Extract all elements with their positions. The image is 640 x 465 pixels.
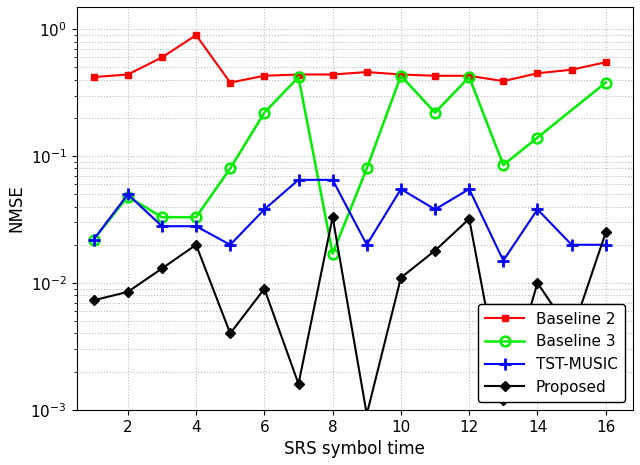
Baseline 2: [227, 80, 234, 86]
TST-MUSIC: [534, 206, 541, 212]
Baseline 2: [90, 74, 97, 80]
Proposed: [534, 280, 541, 286]
TST-MUSIC: [329, 177, 337, 183]
TST-MUSIC: [294, 177, 302, 183]
Baseline 2: [499, 79, 507, 84]
Baseline 2: [534, 71, 541, 76]
Y-axis label: NMSE: NMSE: [7, 185, 25, 232]
Line: Baseline 3: Baseline 3: [89, 71, 611, 259]
Baseline 2: [294, 72, 302, 77]
Line: TST-MUSIC: TST-MUSIC: [88, 173, 612, 267]
Baseline 3: [465, 74, 473, 80]
Baseline 3: [294, 74, 302, 80]
TST-MUSIC: [568, 242, 575, 247]
Proposed: [192, 242, 200, 247]
Proposed: [90, 298, 97, 303]
Proposed: [158, 266, 166, 271]
TST-MUSIC: [363, 242, 371, 247]
Baseline 3: [602, 80, 609, 86]
Baseline 2: [568, 67, 575, 73]
Legend: Baseline 2, Baseline 3, TST-MUSIC, Proposed: Baseline 2, Baseline 3, TST-MUSIC, Propo…: [478, 304, 625, 402]
Proposed: [431, 248, 439, 253]
Baseline 3: [431, 110, 439, 115]
Baseline 2: [158, 54, 166, 60]
Baseline 2: [397, 72, 404, 77]
TST-MUSIC: [465, 186, 473, 192]
Baseline 2: [431, 73, 439, 79]
TST-MUSIC: [397, 186, 404, 192]
Baseline 2: [192, 32, 200, 38]
X-axis label: SRS symbol time: SRS symbol time: [284, 440, 425, 458]
Baseline 3: [90, 237, 97, 242]
Line: Proposed: Proposed: [90, 214, 609, 418]
Baseline 2: [124, 72, 132, 77]
Proposed: [397, 275, 404, 280]
Baseline 3: [260, 110, 268, 115]
Proposed: [329, 214, 337, 220]
TST-MUSIC: [431, 206, 439, 212]
Baseline 3: [499, 162, 507, 168]
Proposed: [124, 289, 132, 295]
Proposed: [465, 216, 473, 222]
Baseline 3: [329, 251, 337, 257]
TST-MUSIC: [499, 258, 507, 263]
TST-MUSIC: [90, 237, 97, 242]
TST-MUSIC: [227, 242, 234, 247]
Proposed: [363, 412, 371, 417]
Baseline 3: [158, 214, 166, 220]
TST-MUSIC: [192, 224, 200, 229]
Baseline 2: [329, 72, 337, 77]
TST-MUSIC: [158, 224, 166, 229]
Baseline 2: [602, 60, 609, 65]
Baseline 3: [534, 135, 541, 140]
Proposed: [568, 331, 575, 336]
TST-MUSIC: [124, 192, 132, 197]
Baseline 3: [124, 194, 132, 199]
Baseline 3: [192, 214, 200, 220]
Baseline 2: [260, 73, 268, 79]
Baseline 2: [465, 73, 473, 79]
Baseline 2: [363, 69, 371, 75]
Baseline 3: [397, 73, 404, 79]
Proposed: [294, 381, 302, 387]
Baseline 3: [227, 166, 234, 171]
TST-MUSIC: [260, 206, 268, 212]
Proposed: [499, 397, 507, 403]
Proposed: [227, 331, 234, 336]
Baseline 3: [363, 166, 371, 171]
Proposed: [260, 286, 268, 292]
Line: Baseline 2: Baseline 2: [90, 32, 609, 86]
Proposed: [602, 230, 609, 235]
TST-MUSIC: [602, 242, 609, 247]
